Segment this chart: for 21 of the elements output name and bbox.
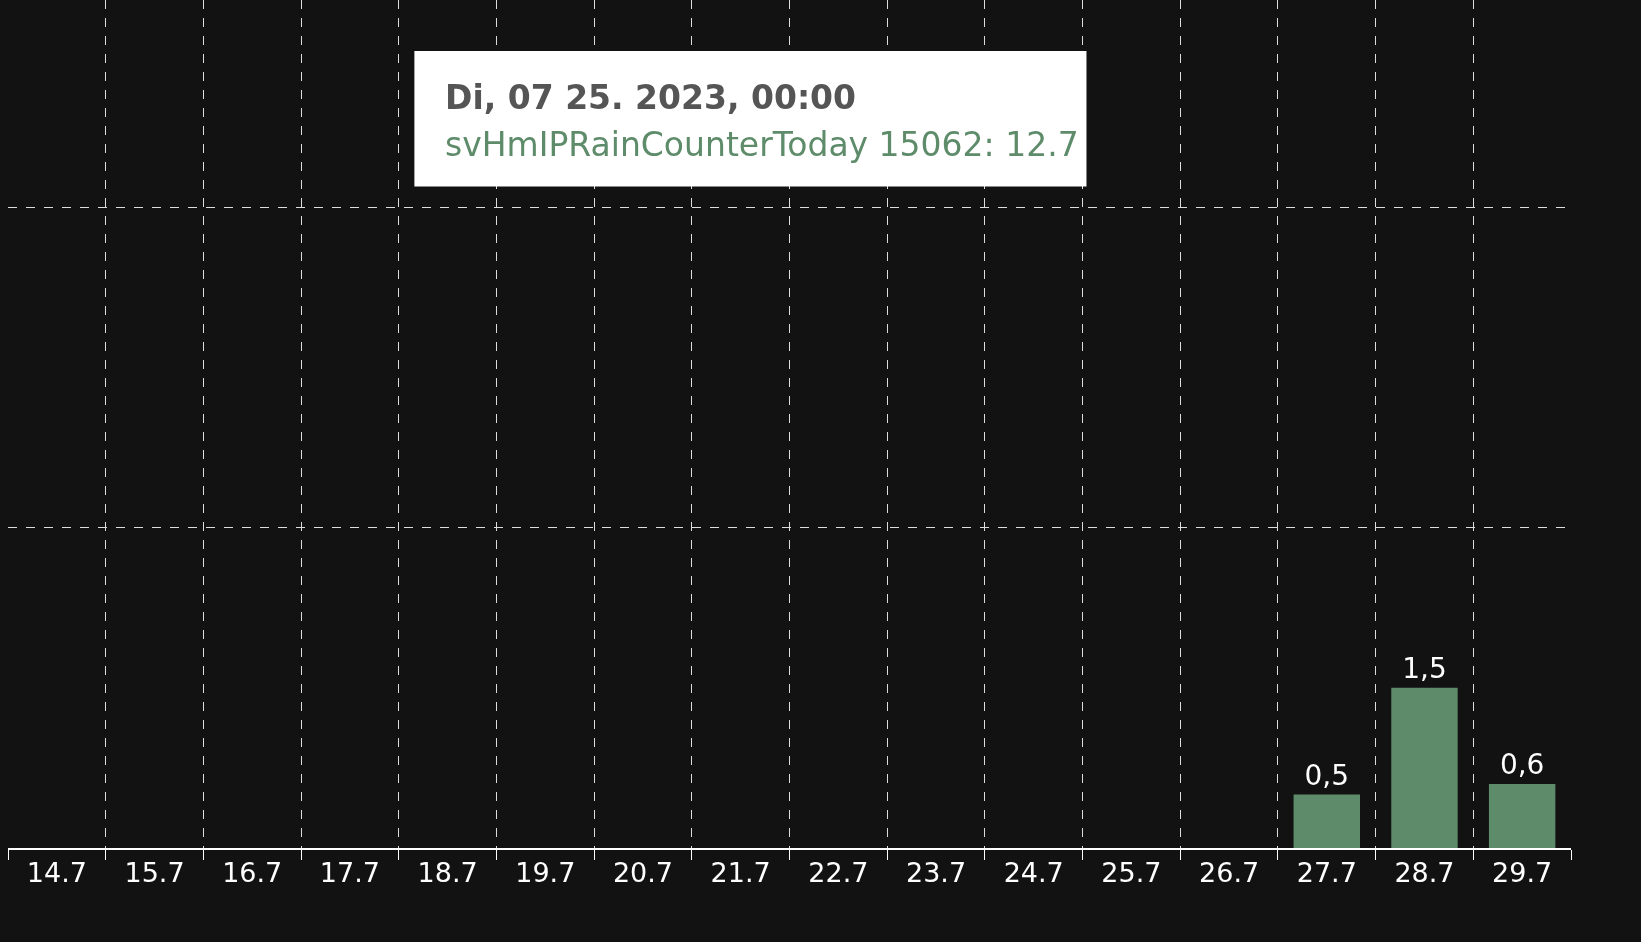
- x-tick-label: 26.7: [1199, 857, 1260, 889]
- x-tick-label: 18.7: [417, 857, 478, 889]
- data-label: 1,5: [1402, 651, 1447, 685]
- x-tick-label: 19.7: [515, 857, 576, 889]
- x-tick-label: 17.7: [319, 857, 380, 889]
- x-tick-label: 25.7: [1101, 857, 1162, 889]
- x-tick-label: 27.7: [1296, 857, 1357, 889]
- annotation: Di, 07 25. 2023, 00:00: [445, 78, 857, 117]
- x-tick-label: 23.7: [905, 857, 967, 889]
- data-label: 0,6: [1499, 747, 1545, 781]
- x-tick-label: 22.7: [808, 857, 869, 889]
- x-tick-label: 24.7: [1003, 857, 1064, 889]
- data-label: 0,5: [1304, 758, 1350, 792]
- annotation: svHmIPRainCounterToday 15062: 12.7: [445, 125, 1079, 164]
- x-tick-label: 14.7: [26, 857, 87, 889]
- x-tick-label: 16.7: [222, 857, 283, 889]
- x-tick-label: 15.7: [124, 857, 185, 889]
- x-tick-label: 28.7: [1394, 857, 1455, 889]
- x-tick-label: 29.7: [1492, 857, 1553, 889]
- x-tick-label: 21.7: [710, 857, 771, 889]
- x-tick-label: 20.7: [612, 857, 674, 889]
